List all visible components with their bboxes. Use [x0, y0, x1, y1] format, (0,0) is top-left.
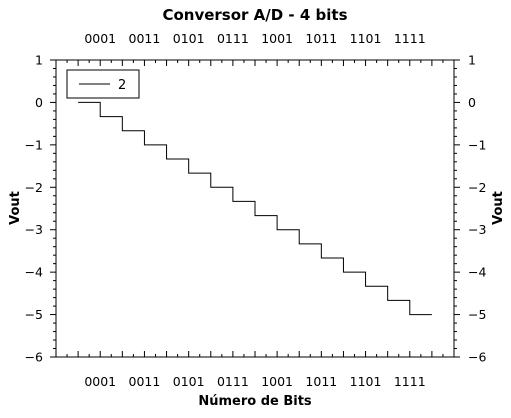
- x-tick-label-top: 0111: [217, 31, 249, 46]
- y-tick-label-right: −2: [468, 180, 486, 195]
- y-tick-label-left: −4: [25, 265, 43, 280]
- y-axis-label-right: Vout: [491, 191, 506, 225]
- x-tick-label-bottom: 0111: [217, 374, 249, 389]
- x-axis-label: Número de Bits: [198, 394, 312, 409]
- x-tick-label-top: 0011: [129, 31, 161, 46]
- x-tick-label-top: 1001: [261, 31, 293, 46]
- x-tick-labels-top: 0001 0011 0101 0111 1001 1011 1101 1111: [84, 31, 425, 46]
- x-tick-label-top: 1101: [350, 31, 382, 46]
- y-axis-label-left: Vout: [8, 191, 23, 225]
- y-tick-label-left: −1: [25, 137, 43, 152]
- x-tick-label-bottom: 1101: [350, 374, 382, 389]
- x-tick-label-bottom: 0001: [84, 374, 116, 389]
- y-tick-label-left: 0: [35, 95, 43, 110]
- y-tick-labels-right: 1 0 −1 −2 −3 −4 −5 −6: [468, 53, 486, 365]
- y-tick-label-right: 0: [468, 95, 476, 110]
- legend-entry-label: 2: [118, 78, 126, 93]
- y-tick-labels-left: 1 0 −1 −2 −3 −4 −5 −6: [25, 53, 43, 365]
- x-tick-label-top: 0101: [173, 31, 205, 46]
- x-tick-label-bottom: 1111: [394, 374, 426, 389]
- y-tick-label-left: 1: [35, 53, 43, 68]
- series-line: [78, 101, 432, 316]
- y-tick-label-left: −6: [25, 350, 43, 365]
- x-tick-label-bottom: 0101: [173, 374, 205, 389]
- y-tick-label-right: 1: [468, 53, 476, 68]
- axis-ticks: [50, 59, 460, 358]
- y-tick-label-right: −1: [468, 137, 486, 152]
- y-tick-label-right: −6: [468, 350, 486, 365]
- x-tick-label-bottom: 1001: [261, 374, 293, 389]
- y-tick-label-right: −4: [468, 265, 486, 280]
- x-tick-label-top: 0001: [84, 31, 116, 46]
- x-tick-label-bottom: 1011: [305, 374, 337, 389]
- legend: 2: [66, 69, 140, 99]
- chart-title: Conversor A/D - 4 bits: [162, 6, 347, 24]
- y-tick-label-left: −5: [25, 307, 43, 322]
- x-tick-labels-bottom: 0001 0011 0101 0111 1001 1011 1101 1111: [84, 374, 425, 389]
- x-tick-label-bottom: 0011: [129, 374, 161, 389]
- x-tick-label-top: 1111: [394, 31, 426, 46]
- x-tick-label-top: 1011: [305, 31, 337, 46]
- y-tick-label-left: −2: [25, 180, 43, 195]
- y-tick-label-right: −3: [468, 222, 486, 237]
- y-tick-label-right: −5: [468, 307, 486, 322]
- y-tick-label-left: −3: [25, 222, 43, 237]
